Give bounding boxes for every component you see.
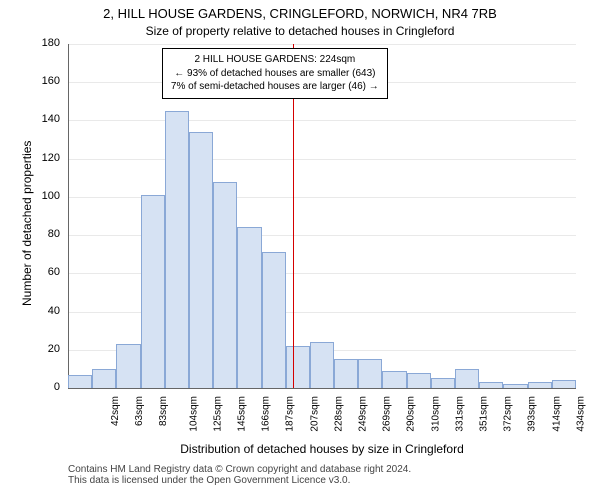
histogram-bar: [116, 344, 140, 388]
y-tick-label: 80: [30, 228, 60, 240]
histogram-bar: [334, 359, 358, 388]
x-tick-label: 351sqm: [479, 396, 490, 432]
histogram-bar: [407, 373, 431, 388]
x-tick-label: 372sqm: [503, 396, 514, 432]
x-axis-line: [68, 388, 576, 389]
histogram-bar: [358, 359, 382, 388]
x-tick-label: 414sqm: [551, 396, 562, 432]
histogram-bar: [455, 369, 479, 388]
x-tick-label: 269sqm: [382, 396, 393, 432]
x-tick-label: 228sqm: [333, 396, 344, 432]
x-axis-label: Distribution of detached houses by size …: [68, 442, 576, 456]
histogram-bar: [431, 378, 455, 388]
x-tick-label: 434sqm: [575, 396, 586, 432]
footer-attribution: Contains HM Land Registry data © Crown c…: [68, 464, 411, 486]
histogram-bar: [552, 380, 576, 388]
gridline: [68, 120, 576, 121]
gridline: [68, 44, 576, 45]
histogram-bar: [141, 195, 165, 388]
y-axis-label: Number of detached properties: [20, 141, 34, 306]
y-tick-label: 140: [30, 113, 60, 125]
histogram-bar: [237, 227, 261, 388]
y-tick-label: 180: [30, 37, 60, 49]
gridline: [68, 159, 576, 160]
x-tick-label: 187sqm: [285, 396, 296, 432]
y-tick-label: 40: [30, 305, 60, 317]
histogram-bar: [286, 346, 310, 388]
histogram-bar: [262, 252, 286, 388]
histogram-bar: [68, 375, 92, 388]
x-tick-label: 310sqm: [430, 396, 441, 432]
x-tick-label: 125sqm: [212, 396, 223, 432]
annotation-line-3: 7% of semi-detached houses are larger (4…: [171, 80, 379, 94]
x-tick-label: 331sqm: [454, 396, 465, 432]
annotation-box: 2 HILL HOUSE GARDENS: 224sqm ← 93% of de…: [162, 48, 388, 99]
histogram-bar: [382, 371, 406, 388]
y-tick-label: 20: [30, 343, 60, 355]
y-tick-label: 0: [30, 381, 60, 393]
x-tick-label: 249sqm: [358, 396, 369, 432]
x-tick-label: 83sqm: [158, 396, 169, 426]
x-tick-label: 104sqm: [188, 396, 199, 432]
y-tick-label: 60: [30, 266, 60, 278]
histogram-bar: [189, 132, 213, 388]
y-tick-label: 100: [30, 190, 60, 202]
y-tick-label: 160: [30, 75, 60, 87]
histogram-bar: [165, 111, 189, 388]
histogram-bar: [213, 182, 237, 388]
y-axis-line: [68, 44, 69, 388]
x-tick-label: 63sqm: [134, 396, 145, 426]
histogram-bar: [503, 384, 527, 388]
chart-title: 2, HILL HOUSE GARDENS, CRINGLEFORD, NORW…: [0, 6, 600, 21]
x-tick-label: 290sqm: [406, 396, 417, 432]
annotation-line-1: 2 HILL HOUSE GARDENS: 224sqm: [171, 53, 379, 67]
histogram-bar: [92, 369, 116, 388]
x-tick-label: 393sqm: [527, 396, 538, 432]
histogram-bar: [479, 382, 503, 388]
x-tick-label: 42sqm: [110, 396, 121, 426]
chart-subtitle: Size of property relative to detached ho…: [0, 24, 600, 38]
x-tick-label: 166sqm: [261, 396, 272, 432]
x-tick-label: 145sqm: [237, 396, 248, 432]
y-tick-label: 120: [30, 152, 60, 164]
histogram-bar: [310, 342, 334, 388]
annotation-line-2: ← 93% of detached houses are smaller (64…: [171, 67, 379, 81]
x-tick-label: 207sqm: [309, 396, 320, 432]
histogram-bar: [528, 382, 552, 388]
